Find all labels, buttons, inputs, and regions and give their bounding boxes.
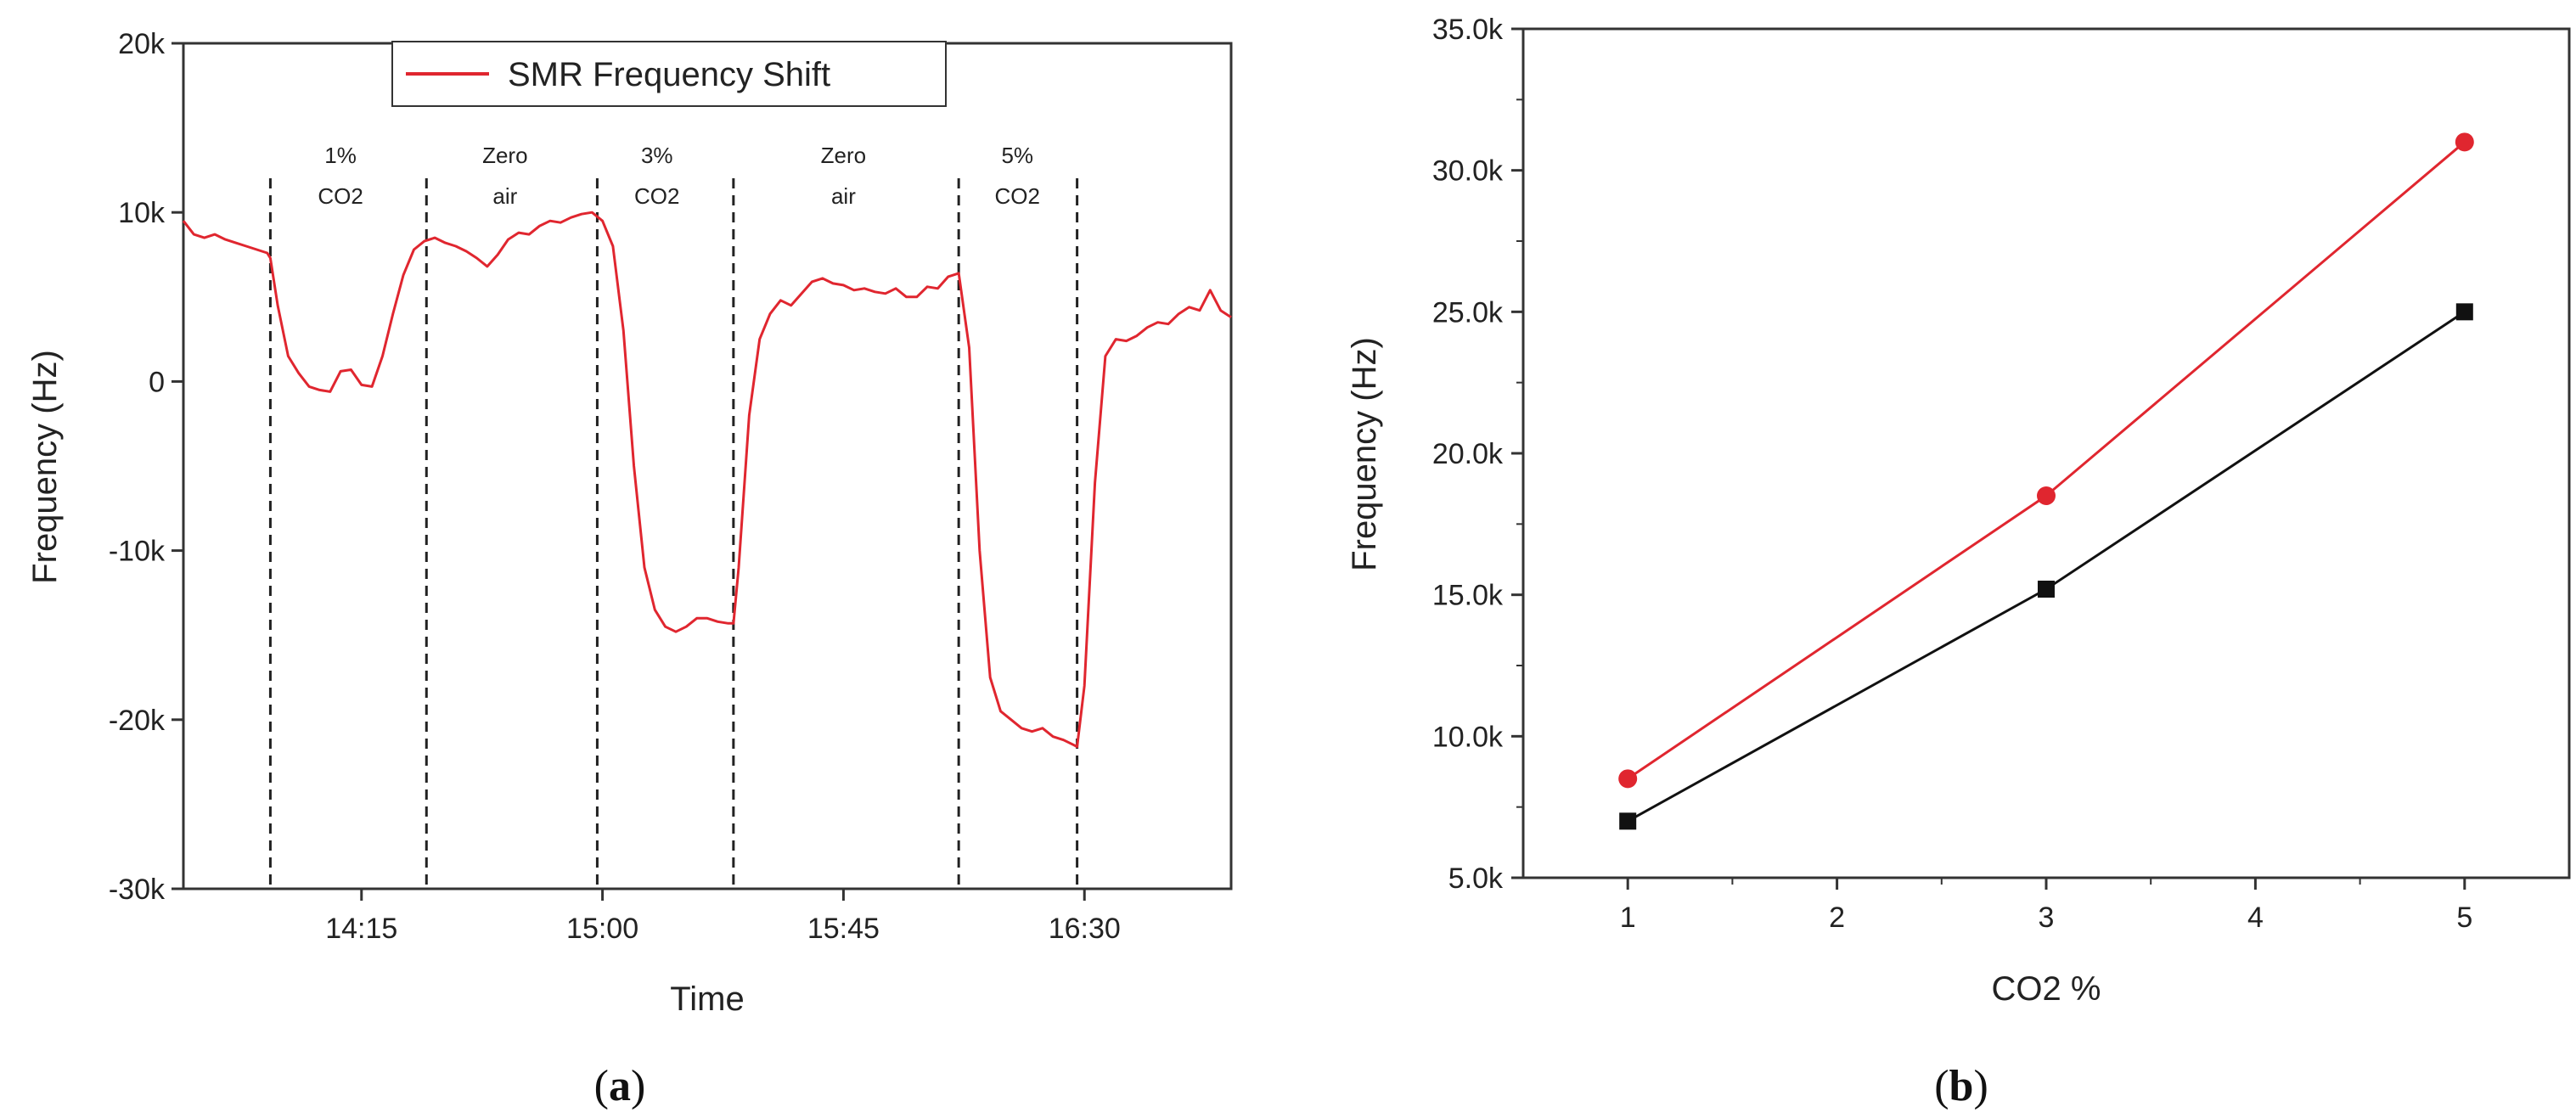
panel-a-ticks: 20k 10k 0 -10k -20k -30k 14:15 15:00 15:45 16:30 bbox=[109, 28, 1121, 945]
panel-b-x-tick-label: 2 bbox=[1829, 902, 1845, 934]
panel-a-phase-annotation: 5% bbox=[1001, 143, 1033, 168]
panel-b-black-squares-line bbox=[1627, 311, 2466, 823]
panel-b-red-circles-point bbox=[2455, 132, 2474, 152]
panel-b-series bbox=[1618, 132, 2474, 830]
panel-b-x-axis-label: CO2 % bbox=[1992, 970, 2101, 1008]
panel-a-phase-annotation: 1% bbox=[324, 143, 357, 168]
panel-a-phase-annotation: CO2 bbox=[318, 183, 363, 209]
panel-a-y-tick-label: 10k bbox=[118, 197, 166, 229]
panel-b-y-tick-label: 15.0k bbox=[1432, 580, 1504, 612]
panel-a-x-axis-label: Time bbox=[670, 980, 744, 1018]
panel-a-phase-annotations: 1% CO2 Zero air 3% CO2 Zero air 5% CO2 bbox=[318, 143, 1040, 209]
panel-a-phase-annotation: 3% bbox=[641, 143, 673, 168]
panel-a-y-tick-label: -20k bbox=[109, 705, 166, 737]
panel-b-x-tick-label: 3 bbox=[2039, 902, 2055, 934]
panel-b-ticks: 5.0k 10.0k 15.0k 20.0k 25.0k 30.0k 35.0k 1 2 3 4 5 bbox=[1432, 14, 2472, 934]
panel-a-series-line bbox=[182, 211, 1232, 749]
panel-b-y-tick-label: 10.0k bbox=[1432, 721, 1504, 753]
panel-a-y-tick-label: 0 bbox=[149, 366, 165, 398]
panel-a-phase-annotation: CO2 bbox=[995, 183, 1040, 209]
panel-a-phase-annotation: Zero bbox=[482, 143, 527, 168]
panel-a-phase-annotation: air bbox=[492, 183, 517, 209]
panel-b-x-tick-label: 4 bbox=[2247, 902, 2264, 934]
panel-a-x-tick-label: 15:00 bbox=[566, 913, 638, 945]
panel-b-black-squares-point bbox=[2455, 303, 2473, 321]
panel-a-x-tick-label: 15:45 bbox=[807, 913, 880, 945]
panel-a-x-tick-label: 14:15 bbox=[325, 913, 397, 945]
panel-b-y-tick-label: 35.0k bbox=[1432, 14, 1504, 46]
panel-b-black-squares-point bbox=[2038, 581, 2055, 598]
panel-b-y-tick-label: 20.0k bbox=[1432, 438, 1504, 470]
panel-b-y-axis-label: Frequency (Hz) bbox=[1346, 337, 1383, 571]
panel-a-y-tick-label: 20k bbox=[118, 28, 166, 60]
panel-a-caption: (a) bbox=[594, 1062, 646, 1110]
panel-b-y-tick-label: 5.0k bbox=[1448, 862, 1504, 895]
panel-a-y-tick-label: -10k bbox=[109, 536, 166, 568]
panel-a-x-tick-label: 16:30 bbox=[1049, 913, 1121, 945]
panel-b-x-tick-label: 1 bbox=[1620, 902, 1636, 934]
panel-a-legend: SMR Frequency Shift bbox=[391, 41, 947, 107]
panel-b-y-tick-label: 30.0k bbox=[1432, 155, 1504, 188]
panel-a-plot-frame bbox=[182, 42, 1233, 890]
panel-b-red-circles-point bbox=[1618, 769, 1638, 789]
panel-a-series bbox=[182, 211, 1232, 749]
panel-b-x-tick-label: 5 bbox=[2456, 902, 2472, 934]
panel-a-y-tick-label: -30k bbox=[109, 874, 166, 906]
panel-a-y-axis-label: Frequency (Hz) bbox=[26, 350, 64, 584]
panel-b-red-circles-line bbox=[1627, 141, 2466, 780]
panel-a-phase-annotation: air bbox=[831, 183, 856, 209]
panel-b-caption: (b) bbox=[1934, 1062, 1988, 1110]
panel-a-phase-dividers bbox=[268, 178, 1079, 889]
panel-a-phase-annotation: CO2 bbox=[634, 183, 679, 209]
panel-a-legend-label: SMR Frequency Shift bbox=[508, 56, 830, 93]
panel-a-phase-annotation: Zero bbox=[821, 143, 866, 168]
panel-b-red-circles-point bbox=[2037, 486, 2056, 505]
panel-b-plot-frame bbox=[1521, 27, 2571, 879]
panel-b-black-squares-point bbox=[1619, 812, 1637, 830]
panel-b-y-tick-label: 25.0k bbox=[1432, 296, 1504, 329]
